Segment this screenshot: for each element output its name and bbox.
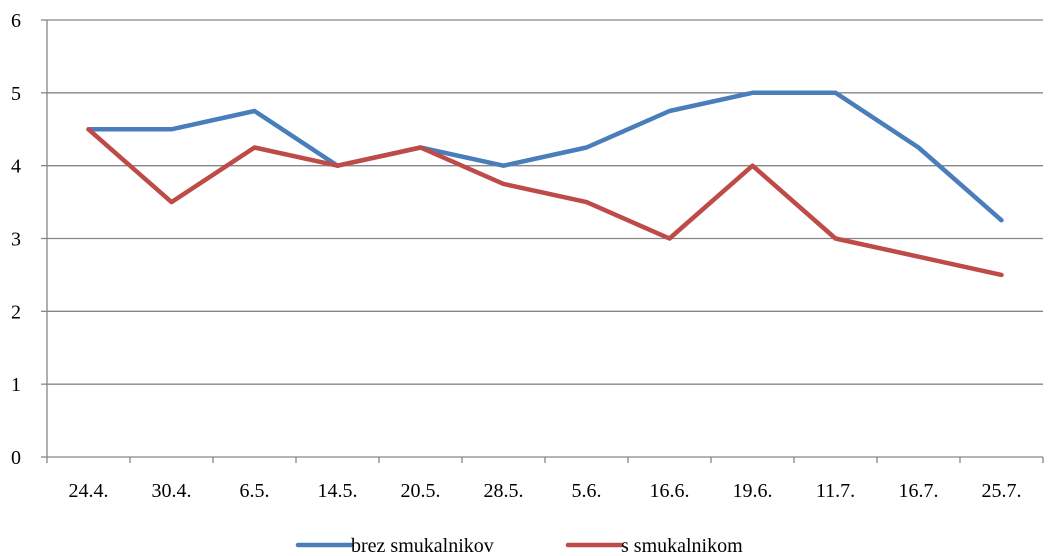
gridlines [47, 19, 1043, 385]
x-axis-ticks: 24.4. 30.4. 6.5. 14.5. 20.5. 28.5. 5.6. 16.6. 19… [46, 457, 1044, 502]
legend-label: brez smukalnikov [351, 535, 494, 556]
x-tick-label: 25.7. [982, 480, 1022, 502]
x-tick-label: 14.5. [318, 480, 358, 502]
x-tick-label: 28.5. [484, 480, 524, 502]
x-tick-label: 5.6. [572, 480, 602, 502]
y-tick-label: 6 [11, 10, 21, 32]
legend-label: s smukalnikom [621, 535, 743, 556]
series-lines [86, 90, 1004, 278]
x-tick-label: 16.6. [650, 480, 690, 502]
x-tick-label: 19.6. [733, 480, 773, 502]
y-tick-label: 1 [11, 374, 21, 396]
x-tick-label: 30.4. [152, 480, 192, 502]
y-tick-label: 4 [11, 156, 21, 178]
x-tick-label: 20.5. [401, 480, 441, 502]
series-line-2 [86, 127, 1004, 278]
x-tick-label: 16.7. [899, 480, 939, 502]
y-tick-label: 2 [11, 301, 21, 323]
x-tick-label: 11.7. [816, 480, 855, 502]
y-tick-label: 5 [11, 83, 21, 105]
x-tick-label: 24.4. [69, 480, 109, 502]
y-axis-ticks: 0 1 2 3 4 5 6 [11, 10, 47, 469]
y-tick-label: 3 [11, 229, 21, 251]
series-line-1 [86, 90, 1004, 223]
y-tick-label: 0 [11, 447, 21, 469]
x-tick-label: 6.5. [240, 480, 270, 502]
legend: brez smukalnikov s smukalnikom [295, 535, 743, 556]
